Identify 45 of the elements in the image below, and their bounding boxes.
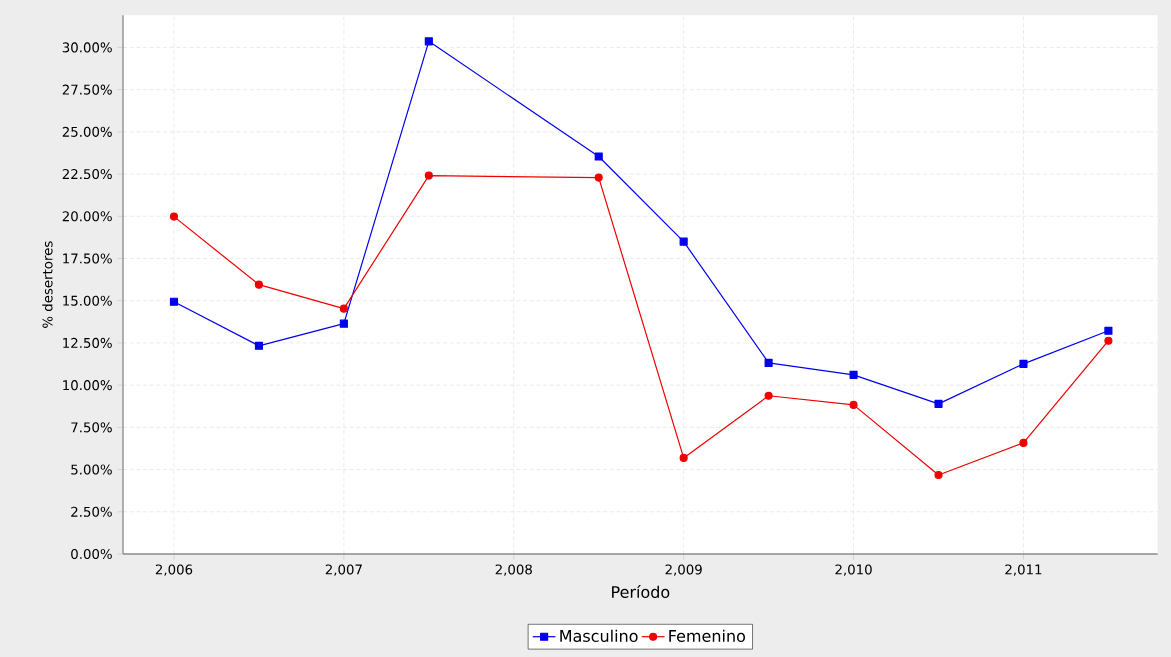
point [169, 212, 179, 221]
point [679, 237, 688, 246]
point [594, 152, 603, 161]
y-tick-label: 5.00% [71, 464, 112, 475]
point [424, 37, 433, 46]
x-tick-label: 2,010 [835, 564, 872, 576]
y-tick-label: 20.00% [62, 211, 112, 222]
x-tick-label: 2,009 [665, 564, 702, 576]
point [1019, 359, 1028, 368]
point [934, 470, 943, 480]
y-tick-label: 12.50% [63, 337, 112, 348]
y-tick-label: 10.00% [63, 380, 112, 391]
y-tick-label: 2.50% [71, 506, 112, 517]
x-axis-title: Período [612, 585, 670, 599]
y-tick-label: 17.50% [63, 253, 112, 264]
point [849, 400, 858, 409]
point [424, 171, 433, 180]
y-tick-label: 27.50% [62, 84, 112, 95]
point [339, 304, 348, 313]
legend-label: Masculino [560, 629, 638, 643]
x-tick-label: 2,011 [1005, 564, 1042, 576]
y-tick-label: 0.00% [71, 548, 112, 560]
point [764, 391, 773, 400]
x-tick-label: 2,006 [155, 564, 193, 576]
x-tick-label: 2,007 [325, 564, 362, 576]
y-tick-label: 15.00% [63, 295, 112, 306]
point [339, 319, 348, 328]
y-tick-label: 7.50% [71, 422, 112, 433]
point [1104, 336, 1113, 345]
point [679, 453, 688, 462]
point [1104, 326, 1113, 335]
point [594, 173, 603, 182]
point [254, 280, 263, 289]
point [254, 341, 263, 350]
point [849, 370, 858, 379]
legend-label: Femenino [669, 629, 745, 643]
point [764, 358, 773, 367]
y-axis-title: % desertores [42, 241, 53, 328]
x-tick-label: 2,008 [495, 564, 532, 576]
point [1019, 438, 1028, 447]
point [169, 297, 179, 306]
y-tick-label: 22.50% [62, 169, 112, 180]
point [934, 399, 943, 408]
y-tick-label: 25.00% [62, 126, 112, 137]
y-tick-label: 30.00% [62, 42, 112, 53]
